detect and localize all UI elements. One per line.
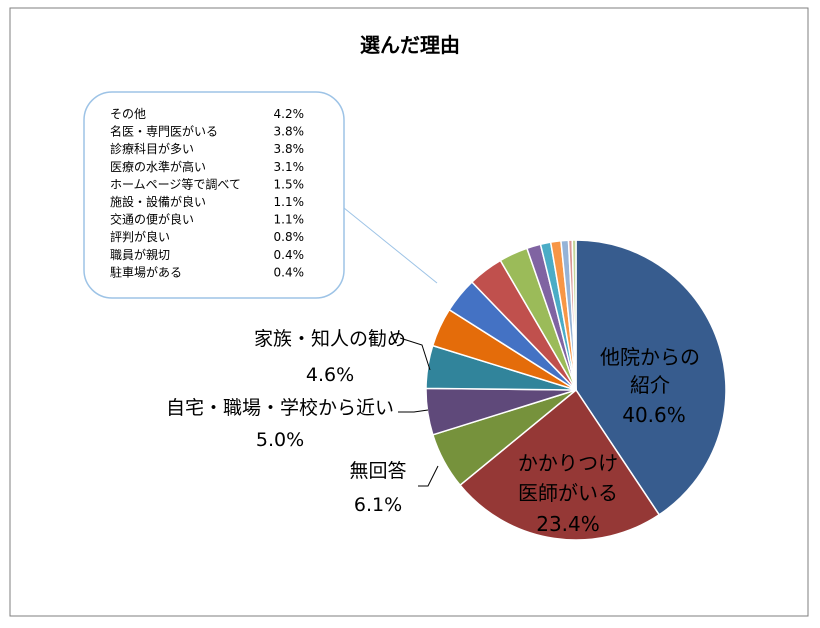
callout-value: 1.5% [274, 177, 305, 191]
callout-value: 1.1% [274, 213, 305, 227]
callout-label: 施設・設備が良い [110, 194, 206, 209]
callout-label: 医療の水準が高い [110, 159, 206, 174]
label-referral-line1: 他院からの [600, 345, 700, 369]
callout-label: 名医・専門医がいる [110, 124, 218, 139]
callout-label: 診療科目が多い [110, 141, 194, 156]
callout-value: 0.8% [274, 230, 305, 244]
label-family-doctor-line2: 医師がいる [518, 481, 618, 505]
label-referral-line2: 紹介 [630, 373, 670, 397]
leader-line-none [418, 465, 439, 487]
pie-slice-1 [458, 388, 661, 541]
callout-pointer [343, 207, 438, 284]
label-none: 無回答 [349, 460, 406, 482]
callout-value: 3.8% [274, 142, 305, 156]
label-family: 家族・知人の勧め [254, 328, 406, 350]
callout-value: 3.1% [274, 160, 305, 174]
label-referral-value: 40.6% [622, 403, 686, 427]
callout-value: 0.4% [274, 265, 305, 279]
label-family-value: 4.6% [306, 364, 354, 386]
callout-label: ホームページ等で調べて [110, 177, 241, 191]
label-family-doctor-line1: かかりつけ [518, 451, 618, 475]
callout-label: その他 [110, 107, 146, 121]
callout-list: その他 4.2% 名医・専門医がいる 3.8% 診療科目が多い 3.8% 医療の水準が高い 3… [110, 107, 304, 279]
leader-line-family [399, 337, 431, 371]
callout-label: 職員が親切 [110, 247, 170, 262]
label-home: 自宅・職場・学校から近い [166, 397, 394, 419]
label-home-value: 5.0% [256, 429, 304, 451]
callout-label: 駐車場がある [110, 264, 182, 279]
callout-value: 4.2% [274, 107, 305, 121]
callout-value: 1.1% [274, 195, 305, 209]
callout-box [83, 91, 345, 299]
pie-slices [425, 239, 727, 541]
callout-value: 3.8% [274, 125, 305, 139]
label-none-value: 6.1% [354, 494, 402, 516]
callout-label: 評判が良い [110, 229, 170, 244]
leader-line-home [398, 409, 429, 413]
pie-slice-14 [571, 239, 577, 391]
callout-value: 0.4% [274, 248, 305, 262]
chart-title: 選んだ理由 [360, 33, 460, 57]
callout-label: 交通の便が良い [110, 212, 194, 227]
label-family-doctor-value: 23.4% [536, 512, 600, 536]
